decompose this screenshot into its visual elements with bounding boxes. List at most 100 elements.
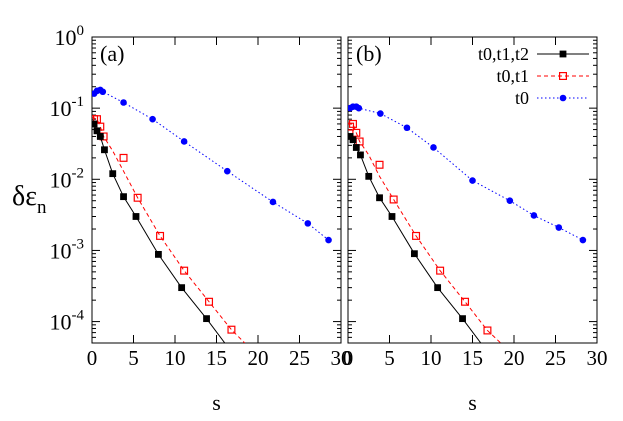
y-tick-label: 10-3 <box>50 236 85 263</box>
x-axis-label: s <box>212 390 221 415</box>
data-point <box>223 167 231 175</box>
data-point <box>304 220 312 227</box>
data-point <box>459 315 466 323</box>
x-tick-label: 15 <box>462 346 483 370</box>
legend-item: t0 <box>515 88 589 108</box>
data-point <box>555 224 563 231</box>
data-point <box>156 231 165 240</box>
data-point <box>411 250 418 258</box>
data-point <box>101 146 108 154</box>
data-point <box>388 213 396 220</box>
data-point <box>149 115 156 123</box>
data-point <box>178 284 186 292</box>
series-line <box>93 89 329 241</box>
data-point <box>377 110 384 117</box>
data-point <box>357 151 364 159</box>
series-line <box>348 132 482 343</box>
data-point <box>155 250 162 258</box>
x-tick-label: 30 <box>587 346 608 370</box>
data-point <box>434 284 442 292</box>
data-point <box>93 127 101 135</box>
data-point <box>375 160 384 169</box>
series-line <box>349 106 584 241</box>
x-tick-label: 20 <box>248 346 269 370</box>
data-point <box>403 124 411 132</box>
data-point <box>469 177 476 184</box>
y-tick-label: 10-1 <box>50 94 85 121</box>
data-point <box>376 194 383 202</box>
series-t0-t1-t2 <box>92 120 226 343</box>
y-axis-label-subscript: n <box>37 197 47 218</box>
data-point <box>389 195 398 204</box>
data-point <box>412 231 421 240</box>
plot-frame <box>91 36 342 344</box>
series-line <box>92 116 246 343</box>
x-axis-label: s <box>468 390 477 415</box>
x-tick-label: 10 <box>421 346 442 370</box>
panel-label: (b) <box>356 41 382 66</box>
series-t0-t1 <box>92 115 246 343</box>
data-point <box>506 197 514 205</box>
legend-swatch-marker <box>559 50 567 58</box>
x-tick-label: 5 <box>384 346 395 370</box>
y-tick-label-exponent: 0 <box>77 23 85 39</box>
legend-label: t0,t1,t2 <box>478 44 529 64</box>
y-tick-label: 10-4 <box>50 308 85 335</box>
data-point <box>119 153 128 162</box>
series-t0-t1-t2 <box>348 132 482 343</box>
data-point <box>352 144 360 151</box>
x-tick-label: 20 <box>504 346 525 370</box>
y-tick-label: 100 <box>55 23 85 50</box>
data-point <box>180 138 188 145</box>
data-point <box>92 120 98 128</box>
data-point <box>132 213 140 220</box>
x-tick-label: 25 <box>289 346 310 370</box>
x-tick-label: 30 <box>331 346 352 370</box>
data-point <box>430 144 437 151</box>
data-point <box>349 136 357 144</box>
data-point <box>99 88 107 96</box>
x-tick-label: 0 <box>343 346 354 370</box>
x-tick-label: 0 <box>87 346 98 370</box>
data-point <box>483 326 492 335</box>
data-point <box>109 170 117 178</box>
data-point <box>205 297 214 306</box>
data-point <box>227 325 236 334</box>
panel-label: (a) <box>100 41 124 66</box>
y-axis-label: δεn <box>12 181 47 218</box>
data-point <box>436 266 445 275</box>
plot-frame <box>347 36 598 344</box>
x-tick-label: 25 <box>545 346 566 370</box>
x-tick-label: 15 <box>206 346 227 370</box>
data-point <box>96 133 104 140</box>
y-tick-label-exponent: -4 <box>72 308 85 324</box>
x-tick-label: 5 <box>128 346 139 370</box>
y-tick-label-exponent: -1 <box>72 94 85 110</box>
series-line <box>348 123 502 343</box>
legend-swatch-marker <box>558 71 567 80</box>
legend-label: t0 <box>515 88 529 108</box>
data-point <box>120 99 127 106</box>
y-tick-label-base: 10 <box>55 25 77 50</box>
y-tick-label-exponent: -2 <box>72 165 85 181</box>
y-tick-label-base: 10 <box>50 310 72 335</box>
legend-swatch-marker <box>559 94 567 102</box>
y-tick-label-exponent: -3 <box>72 236 85 252</box>
data-point <box>348 119 357 128</box>
series-t0-t1 <box>348 119 502 343</box>
data-point <box>355 104 363 112</box>
data-point <box>120 193 127 201</box>
data-point <box>530 212 538 219</box>
series-t0 <box>92 86 332 244</box>
legend-item: t0,t1,t2 <box>478 44 589 64</box>
y-tick-label-base: 10 <box>50 167 72 192</box>
data-point <box>579 236 587 244</box>
y-axis-label-main: δε <box>12 181 37 212</box>
data-point <box>269 198 277 206</box>
